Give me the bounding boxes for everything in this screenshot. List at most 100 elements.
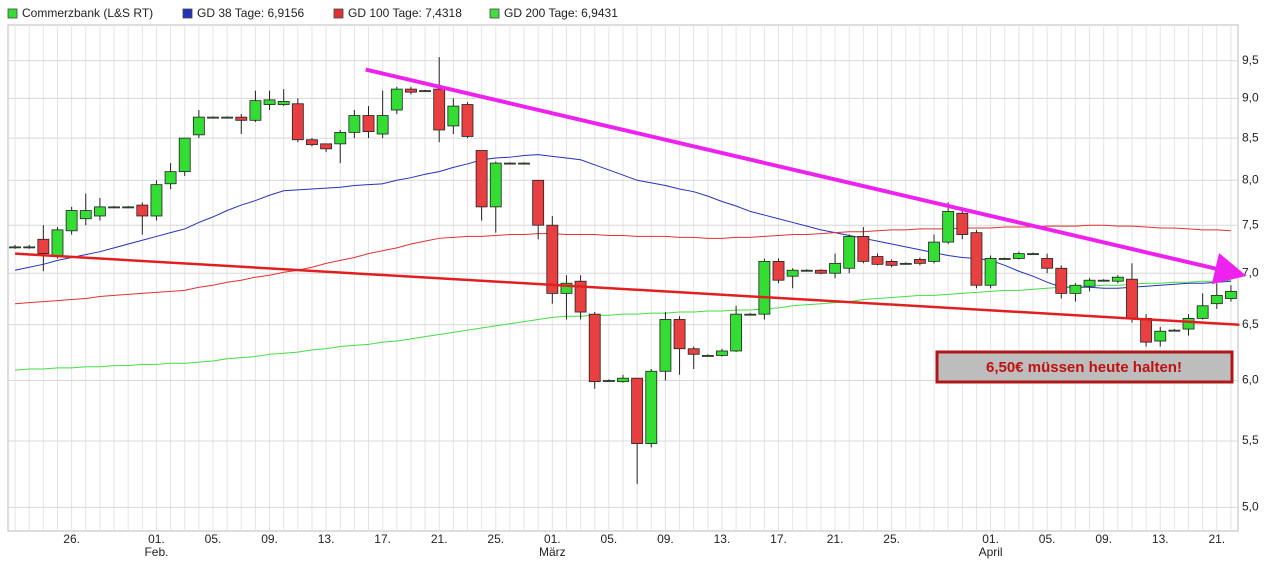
candle-body [970, 232, 983, 286]
candle-body [913, 259, 926, 264]
annotation: 6,50€ müssen heute halten! [986, 359, 1182, 376]
candle-body [249, 100, 262, 121]
candle-body [306, 139, 318, 146]
candle-body [37, 238, 50, 255]
candle-body [588, 313, 601, 383]
candle-body [984, 258, 997, 286]
x-tick-label: 05. [601, 532, 618, 546]
candle-body [532, 179, 545, 226]
legend-label: GD 100 Tage: 7,4318 [348, 6, 462, 20]
trend-line [14, 252, 1240, 327]
x-tick-label: 17. [770, 532, 787, 546]
y-tick-label: 9,0 [1242, 90, 1259, 104]
candle-body [79, 210, 92, 220]
candle-body [1210, 295, 1223, 305]
y-tick-label: 5,5 [1242, 433, 1259, 447]
candle-body [65, 210, 78, 232]
x-tick-label: 13. [318, 532, 335, 546]
candle-body [503, 162, 516, 165]
x-tick-label: 25. [487, 532, 504, 546]
x-tick-label: 21. [1208, 532, 1225, 546]
candle-body [192, 116, 205, 136]
candle-body [645, 370, 658, 444]
x-tick-label: 26. [63, 532, 80, 546]
x-tick-label: 01. [544, 532, 561, 546]
y-tick-label: 8,5 [1242, 130, 1259, 144]
candle-body [659, 319, 672, 372]
candle-body [263, 99, 276, 105]
candle-body [546, 224, 559, 294]
legend-swatch [182, 8, 193, 19]
candle-body [871, 256, 884, 265]
candle-body [998, 258, 1011, 260]
moving-average [15, 224, 1231, 305]
month-label: Feb. [144, 545, 168, 559]
candle-body [136, 204, 149, 217]
x-tick-label: 05. [1039, 532, 1056, 546]
candle-body [1168, 329, 1181, 332]
y-tick-label: 5,0 [1242, 500, 1259, 514]
candle-body [617, 377, 629, 383]
candle-body [461, 104, 474, 137]
candle-body [673, 319, 686, 350]
candle-body [1140, 317, 1153, 343]
candle-body [277, 101, 290, 105]
candle-body [108, 206, 120, 209]
legend-swatch [7, 8, 18, 19]
x-tick-label: 09. [657, 532, 674, 546]
x-tick-label: 13. [1152, 532, 1169, 546]
moving-average [15, 279, 1231, 371]
candle-body [221, 116, 234, 119]
y-tick-label: 8,0 [1242, 172, 1259, 186]
candle-body [291, 103, 304, 141]
x-tick-label: 21. [431, 532, 448, 546]
x-tick-label: 05. [205, 532, 222, 546]
candle-body [1012, 253, 1025, 259]
candle-body [560, 282, 573, 294]
candle-body [1111, 276, 1124, 282]
candle-body [433, 88, 446, 131]
trend-line [365, 67, 1247, 285]
candle-body [1069, 284, 1082, 294]
candle-body [1196, 305, 1209, 319]
candle-body [23, 246, 36, 249]
candle-body [744, 313, 757, 316]
candle-body [1154, 330, 1167, 342]
candle-body [150, 184, 163, 217]
legend-swatch [489, 8, 500, 19]
candle-body [362, 115, 375, 132]
candle-body [843, 236, 856, 269]
candle-body [815, 269, 827, 274]
candle-body [857, 236, 870, 262]
candle-body [419, 90, 431, 93]
candle-body [574, 280, 587, 313]
candle-body [942, 211, 955, 243]
x-tick-label: 09. [261, 532, 278, 546]
candle-body [390, 88, 403, 111]
x-tick-label: 01. [148, 532, 165, 546]
x-tick-label: 09. [1095, 532, 1112, 546]
month-label: März [539, 545, 566, 559]
candle-body [122, 206, 135, 209]
legend-label: Commerzbank (L&S RT) [22, 6, 153, 20]
candle-body [489, 162, 502, 208]
candle-body [9, 246, 21, 249]
candle-body [786, 269, 799, 277]
y-tick-label: 6,5 [1242, 317, 1259, 331]
candle-body [716, 350, 728, 356]
candle-body [405, 88, 417, 93]
candle-body [758, 260, 771, 315]
candle-body [235, 116, 248, 121]
annotation-box [935, 350, 1234, 384]
candle-body [475, 150, 488, 208]
candle-body [1083, 279, 1096, 287]
candle-body [701, 355, 714, 357]
candle-body [1041, 258, 1054, 269]
candle-body [956, 212, 969, 235]
candle-body [447, 105, 460, 127]
x-tick-label: 01. [982, 532, 999, 546]
candle-body [1097, 279, 1110, 282]
moving-average [14, 154, 1231, 289]
legend-label: GD 200 Tage: 6,9431 [504, 6, 618, 20]
candle-body [928, 241, 940, 262]
